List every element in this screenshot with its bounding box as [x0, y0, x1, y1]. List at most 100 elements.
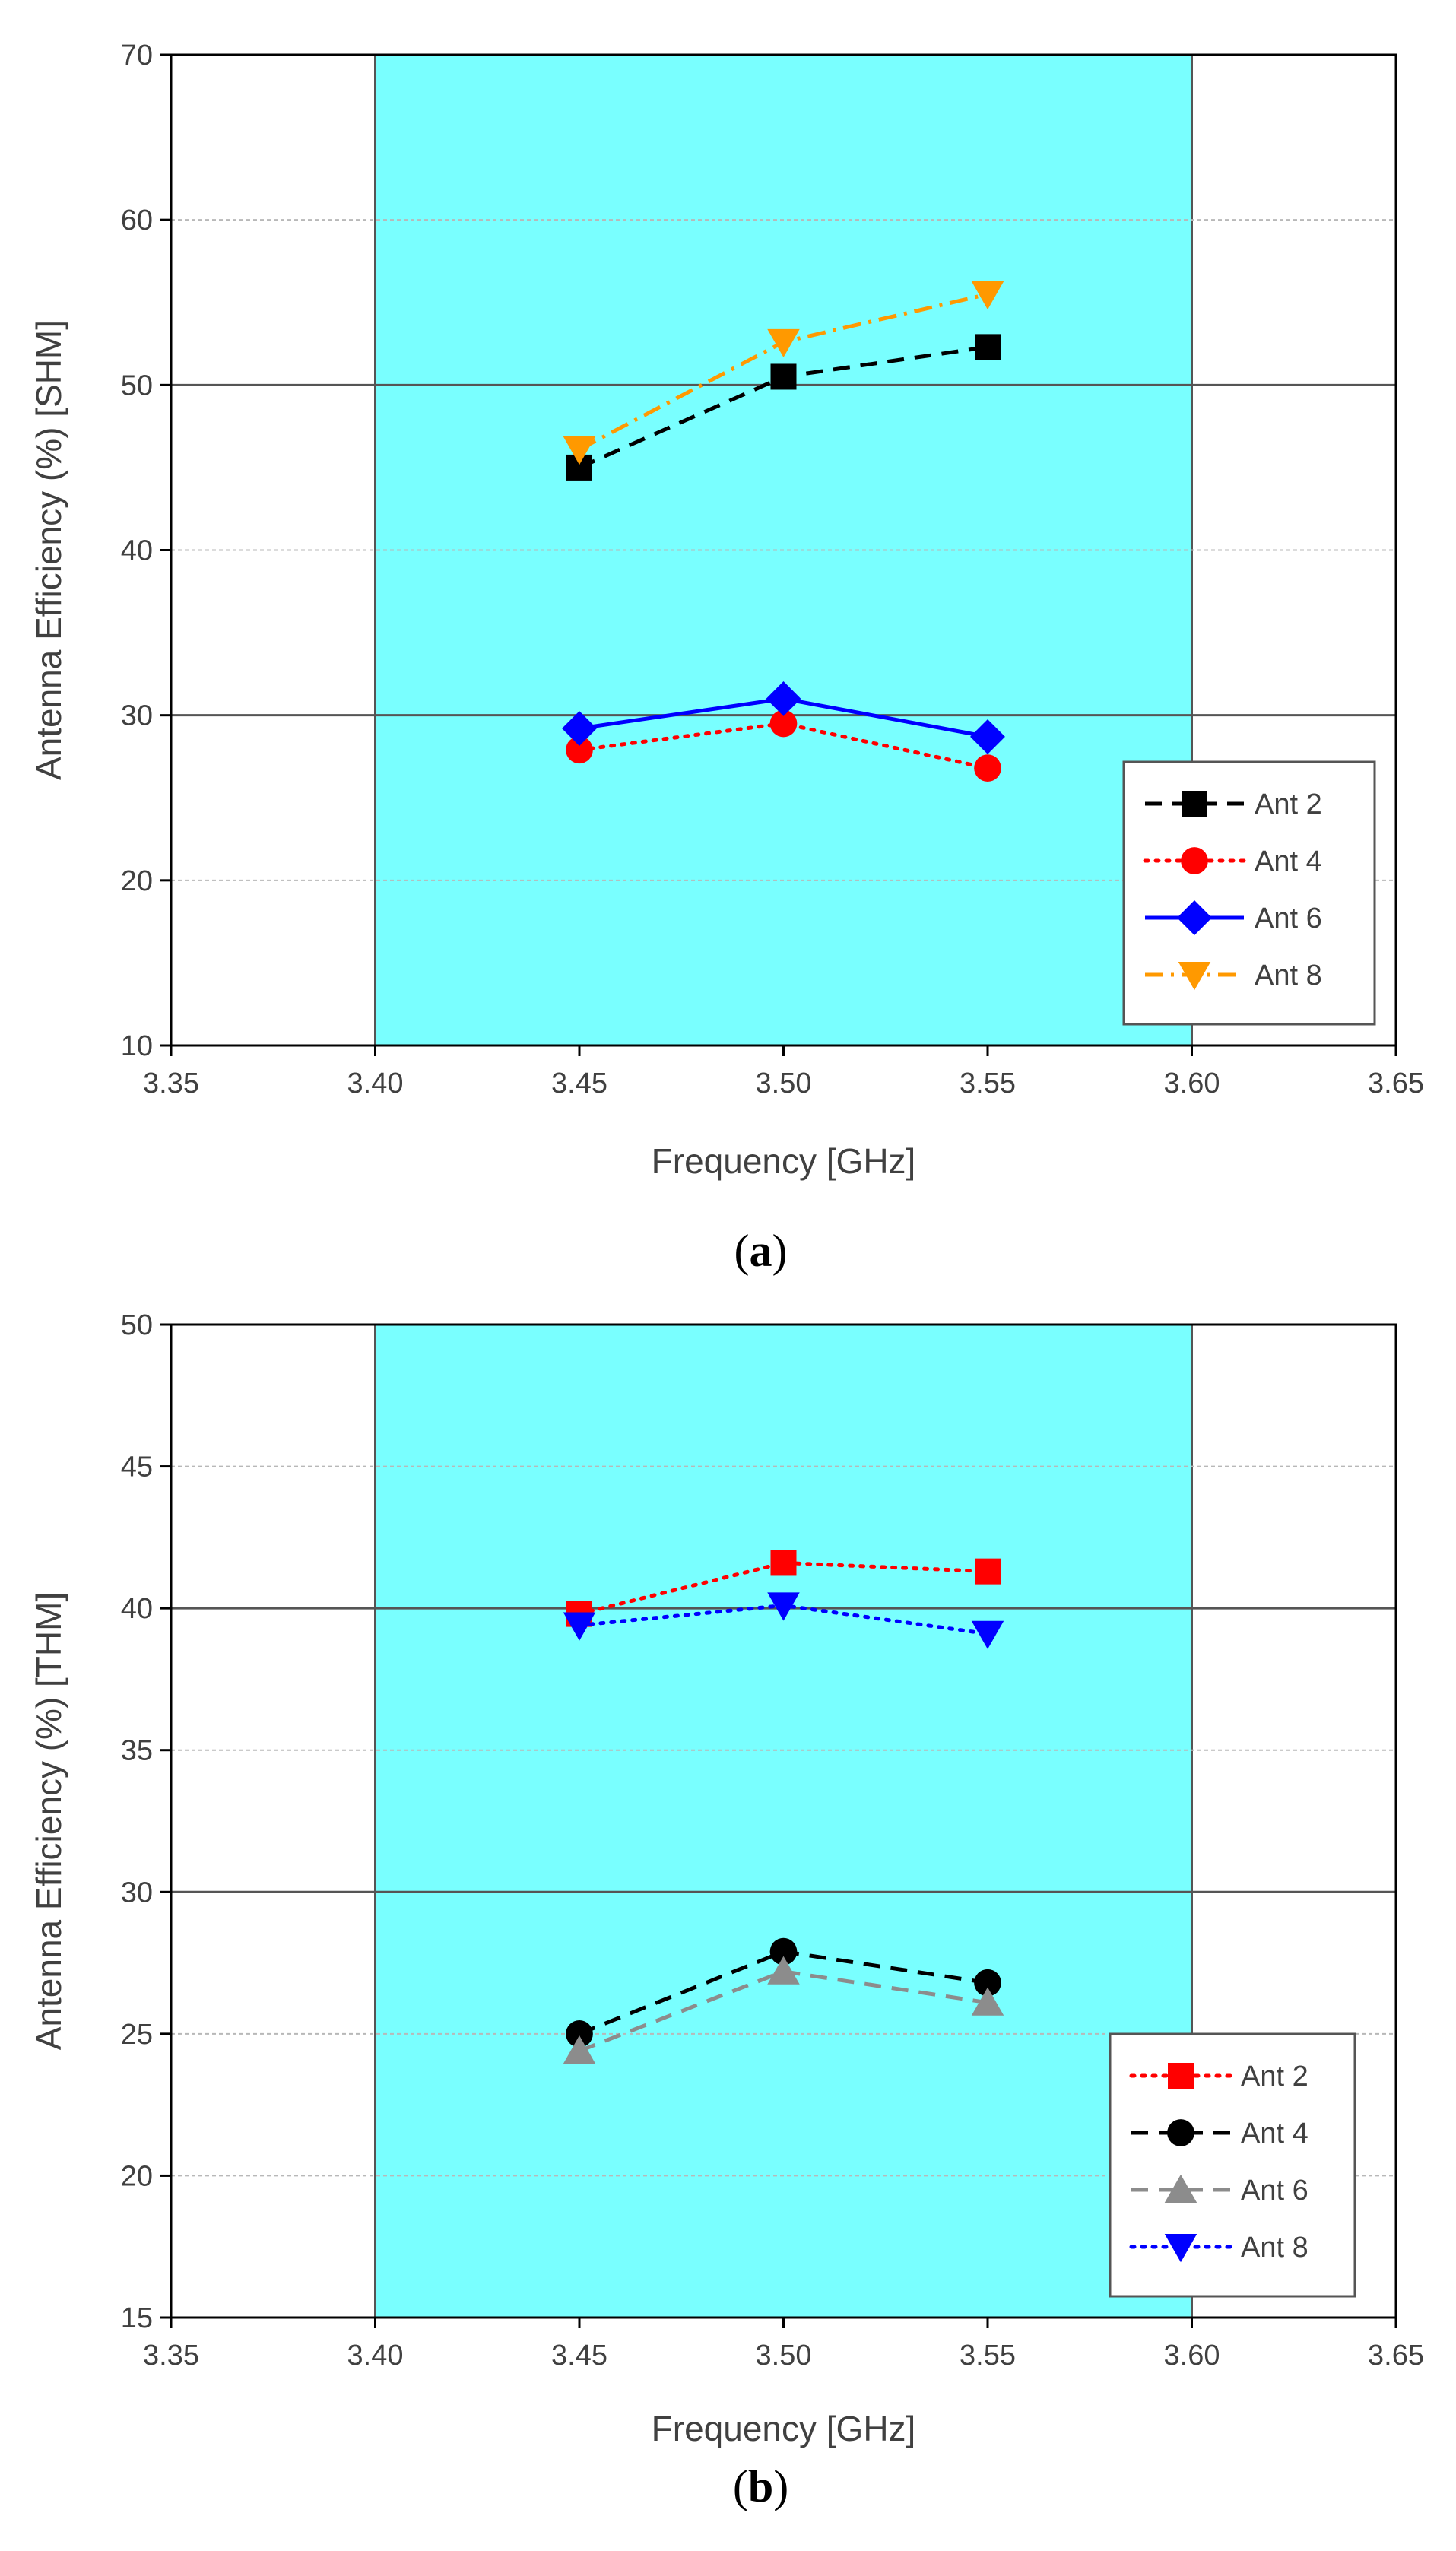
legend-box [1122, 760, 1376, 1026]
legend-marker [1177, 900, 1212, 935]
legend: Ant 2 Ant 4 Ant 6 Ant 8 [1122, 760, 1376, 1026]
x-tick-label: 3.50 [756, 2340, 812, 2372]
legend-item: Ant 2 [1145, 788, 1322, 820]
legend-box [1109, 2032, 1356, 2298]
legend-label: Ant 8 [1255, 960, 1322, 992]
chart-panel-a: 10 20 30 40 50 60 70 3.35 3.40 3.45 3.50 3.55 3.60 3.… [29, 40, 1424, 1276]
x-tick-label: 3.65 [1368, 2340, 1424, 2372]
data-point [566, 736, 593, 764]
x-tick-label: 3.65 [1368, 1068, 1424, 1099]
legend-marker [1178, 962, 1211, 991]
panel-label-close-paren: ) [772, 1226, 788, 1276]
y-tick-label: 60 [121, 205, 153, 236]
data-point [563, 436, 596, 465]
y-tick-label: 40 [121, 535, 153, 567]
y-tick-label: 20 [121, 865, 153, 897]
y-tick-label: 20 [121, 2160, 153, 2192]
series-ant-6 [562, 681, 1005, 754]
data-point [767, 1956, 800, 1985]
y-axis-title: Antenna Efficiency (%) [THM] [29, 1592, 68, 2050]
data-point [766, 681, 801, 716]
data-point [767, 1592, 800, 1621]
data-point [566, 2020, 593, 2048]
data-point [971, 281, 1004, 310]
frequency-band-highlight [374, 1323, 1193, 2319]
x-tick-label: 3.35 [143, 1068, 199, 1099]
legend-item: Ant 6 [1131, 2174, 1308, 2207]
series-ant-8 [563, 1592, 1004, 1649]
data-point [975, 334, 1001, 360]
x-tick-label: 3.55 [960, 2340, 1016, 2372]
panel-label-open-paren: ( [734, 1226, 750, 1276]
legend-marker [1167, 2119, 1194, 2146]
legend-label: Ant 2 [1255, 788, 1322, 820]
y-tick-label: 25 [121, 2019, 153, 2051]
data-point [563, 2035, 596, 2064]
y-tick-label: 35 [121, 1735, 153, 1767]
series-ant-4 [566, 709, 1001, 782]
legend-marker [1164, 2174, 1197, 2203]
x-tick-label: 3.60 [1164, 1068, 1220, 1099]
series-ant-4 [566, 1937, 1001, 2048]
legend: Ant 2 Ant 4 Ant 6 Ant 8 [1109, 2032, 1356, 2298]
data-point [974, 754, 1001, 782]
data-point [975, 1558, 1001, 1585]
data-point [769, 709, 798, 738]
x-tick-label: 3.55 [960, 1068, 1016, 1099]
panel-label-letter: a [750, 1226, 772, 1276]
data-point [770, 363, 797, 390]
y-tick-label: 15 [121, 2302, 153, 2334]
y-tick-label: 30 [121, 700, 153, 732]
panel-label-close-paren: ) [773, 2461, 788, 2511]
panel-label: (b) [733, 2461, 788, 2511]
data-point [767, 328, 800, 358]
x-tick-label: 3.60 [1164, 2340, 1220, 2372]
data-point [770, 1550, 797, 1576]
x-tick-label: 3.35 [143, 2340, 199, 2372]
x-tick-label: 3.45 [551, 1068, 607, 1099]
legend-marker [1182, 791, 1207, 817]
legend-item: Ant 8 [1145, 960, 1322, 992]
data-point [769, 1937, 798, 1966]
x-tick-label: 3.40 [347, 1068, 404, 1099]
legend-label: Ant 6 [1255, 903, 1322, 934]
panel-label: (a) [734, 1226, 788, 1276]
data-point [563, 1612, 596, 1641]
x-tick-label: 3.45 [551, 2340, 607, 2372]
panel-label-letter: b [748, 2461, 773, 2511]
y-tick-label: 45 [121, 1452, 153, 1483]
y-tick-label: 10 [121, 1030, 153, 1062]
series-ant-6 [563, 1956, 1004, 2064]
data-point [562, 711, 597, 746]
x-axis-title: Frequency [GHz] [652, 2409, 916, 2448]
x-tick-label: 3.40 [347, 2340, 404, 2372]
legend-label: Ant 6 [1241, 2175, 1308, 2207]
legend-item: Ant 8 [1129, 2232, 1308, 2264]
legend-label: Ant 4 [1241, 2118, 1308, 2150]
y-tick-label: 50 [121, 1309, 153, 1341]
data-point [971, 1987, 1004, 2016]
series-ant-8 [563, 281, 1004, 465]
x-tick-label: 3.50 [756, 1068, 812, 1099]
legend-item: Ant 4 [1131, 2118, 1308, 2150]
legend-marker [1181, 847, 1208, 874]
x-axis-title: Frequency [GHz] [652, 1141, 916, 1181]
series-ant-2 [566, 334, 1001, 481]
legend-marker [1164, 2234, 1197, 2263]
data-point [974, 1969, 1001, 1997]
legend-item: Ant 4 [1143, 846, 1322, 877]
y-tick-label: 30 [121, 1877, 153, 1908]
legend-item: Ant 6 [1145, 900, 1322, 935]
y-tick-label: 70 [121, 40, 153, 71]
legend-label: Ant 2 [1241, 2061, 1308, 2093]
chart-panel-b: 15 20 25 30 35 40 45 50 3.35 3.40 3.45 3.50 3.55 3.60… [29, 1309, 1424, 2511]
data-point [970, 719, 1005, 754]
panel-label-open-paren: ( [733, 2461, 748, 2511]
legend-label: Ant 4 [1255, 846, 1322, 877]
y-tick-label: 50 [121, 370, 153, 401]
y-tick-label: 40 [121, 1593, 153, 1625]
legend-item: Ant 2 [1129, 2061, 1308, 2093]
legend-marker [1168, 2063, 1194, 2089]
legend-label: Ant 8 [1241, 2232, 1308, 2264]
